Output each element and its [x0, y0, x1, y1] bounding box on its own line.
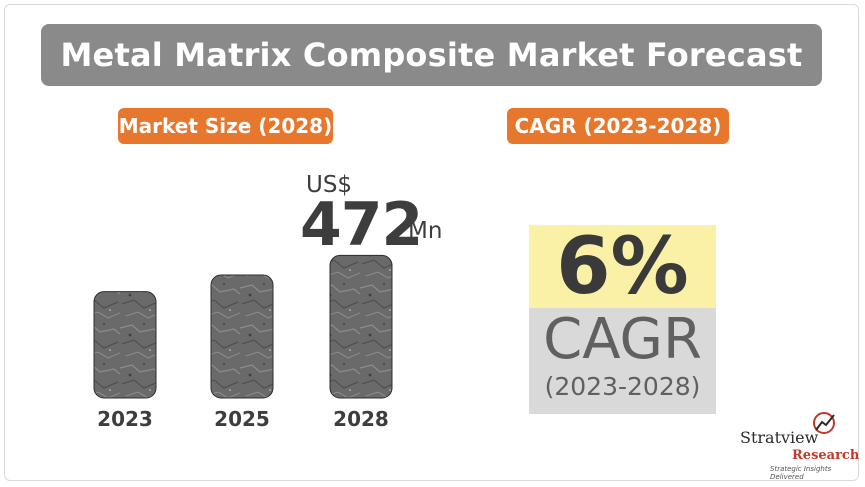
bar-2028: [329, 254, 393, 399]
logo-name: Stratview: [740, 428, 819, 447]
cagr-word: CAGR: [543, 307, 702, 372]
logo-sub: Research: [792, 448, 860, 463]
x-tick-label: 2028: [333, 407, 389, 431]
market-size-label: Market Size (2028): [118, 108, 333, 144]
cagr-label: CAGR (2023-2028): [507, 108, 729, 144]
cagr-detail-box: CAGR (2023-2028): [529, 308, 716, 414]
page-title: Metal Matrix Composite Market Forecast: [60, 36, 803, 74]
cagr-percent: 6%: [556, 221, 689, 312]
stratview-logo: Stratview Research Strategic Insights De…: [740, 410, 860, 481]
x-tick-label: 2025: [214, 407, 270, 431]
unit-label: Mn: [408, 218, 443, 244]
title-bar: Metal Matrix Composite Market Forecast: [41, 24, 822, 86]
page-frame: [4, 4, 859, 481]
currency-label: US$: [306, 172, 353, 198]
cagr-years: (2023-2028): [544, 372, 701, 401]
logo-mark-icon: [813, 412, 835, 434]
bar-2025: [210, 274, 274, 399]
logo-tagline: Strategic Insights Delivered: [770, 465, 832, 481]
market-value: 472: [300, 190, 423, 260]
bar-2023: [93, 291, 157, 399]
cagr-percent-box: 6%: [529, 225, 716, 308]
x-tick-label: 2023: [97, 407, 153, 431]
